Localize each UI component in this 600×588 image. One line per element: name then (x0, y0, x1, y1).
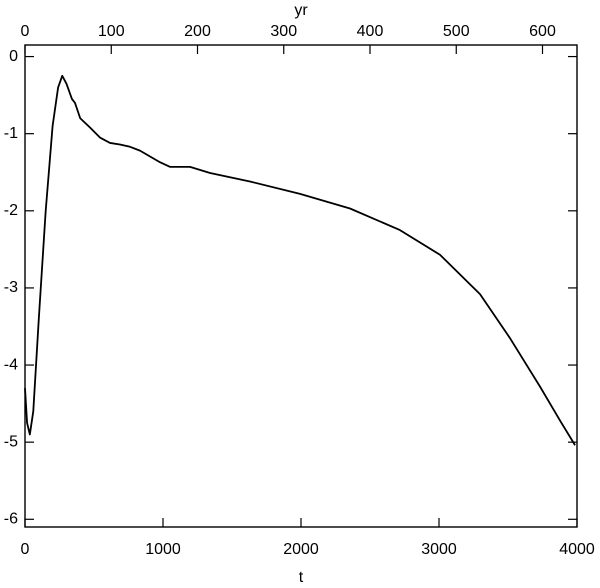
y-tick-label: -5 (4, 433, 18, 450)
y-tick-label: -6 (4, 511, 18, 528)
x2-axis-label: yr (294, 2, 308, 19)
x2-tick-label: 500 (443, 23, 470, 40)
x-tick-label: 3000 (421, 541, 457, 558)
data-line (24, 74, 576, 446)
x2-tick-label: 600 (529, 23, 556, 40)
x-tick-label: 4000 (559, 541, 595, 558)
y-tick-label: 0 (9, 48, 18, 65)
x-tick-label: 1000 (145, 541, 181, 558)
x2-tick-label: 300 (270, 23, 297, 40)
y-tick-label: -3 (4, 279, 18, 296)
x2-tick-label: 0 (21, 23, 30, 40)
x-tick-label: 0 (21, 541, 30, 558)
x2-tick-label: 200 (184, 23, 211, 40)
x-axis-label: t (299, 569, 304, 586)
x2-tick-label: 100 (98, 23, 125, 40)
x-tick-label: 2000 (283, 541, 319, 558)
x2-tick-label: 400 (357, 23, 384, 40)
y-tick-label: -4 (4, 356, 18, 373)
plot-frame (24, 44, 578, 528)
y-tick-label: -2 (4, 202, 18, 219)
y-tick-label: -1 (4, 125, 18, 142)
